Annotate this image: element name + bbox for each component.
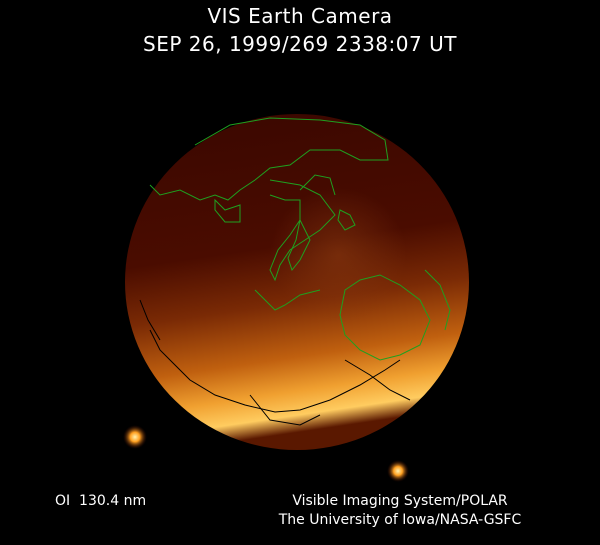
coastlines-night [139, 299, 411, 426]
image-title: VIS Earth Camera [207, 4, 393, 28]
wavelength-label: OI 130.4 nm [55, 493, 147, 509]
credit-line-1: Visible Imaging System/POLAR [292, 493, 508, 509]
credit-line-2: The University of Iowa/NASA-GSFC [278, 512, 522, 528]
coastlines-day [149, 117, 451, 361]
star-right [387, 460, 409, 482]
star-left [123, 425, 147, 449]
image-timestamp: SEP 26, 1999/269 2338:07 UT [143, 32, 457, 56]
